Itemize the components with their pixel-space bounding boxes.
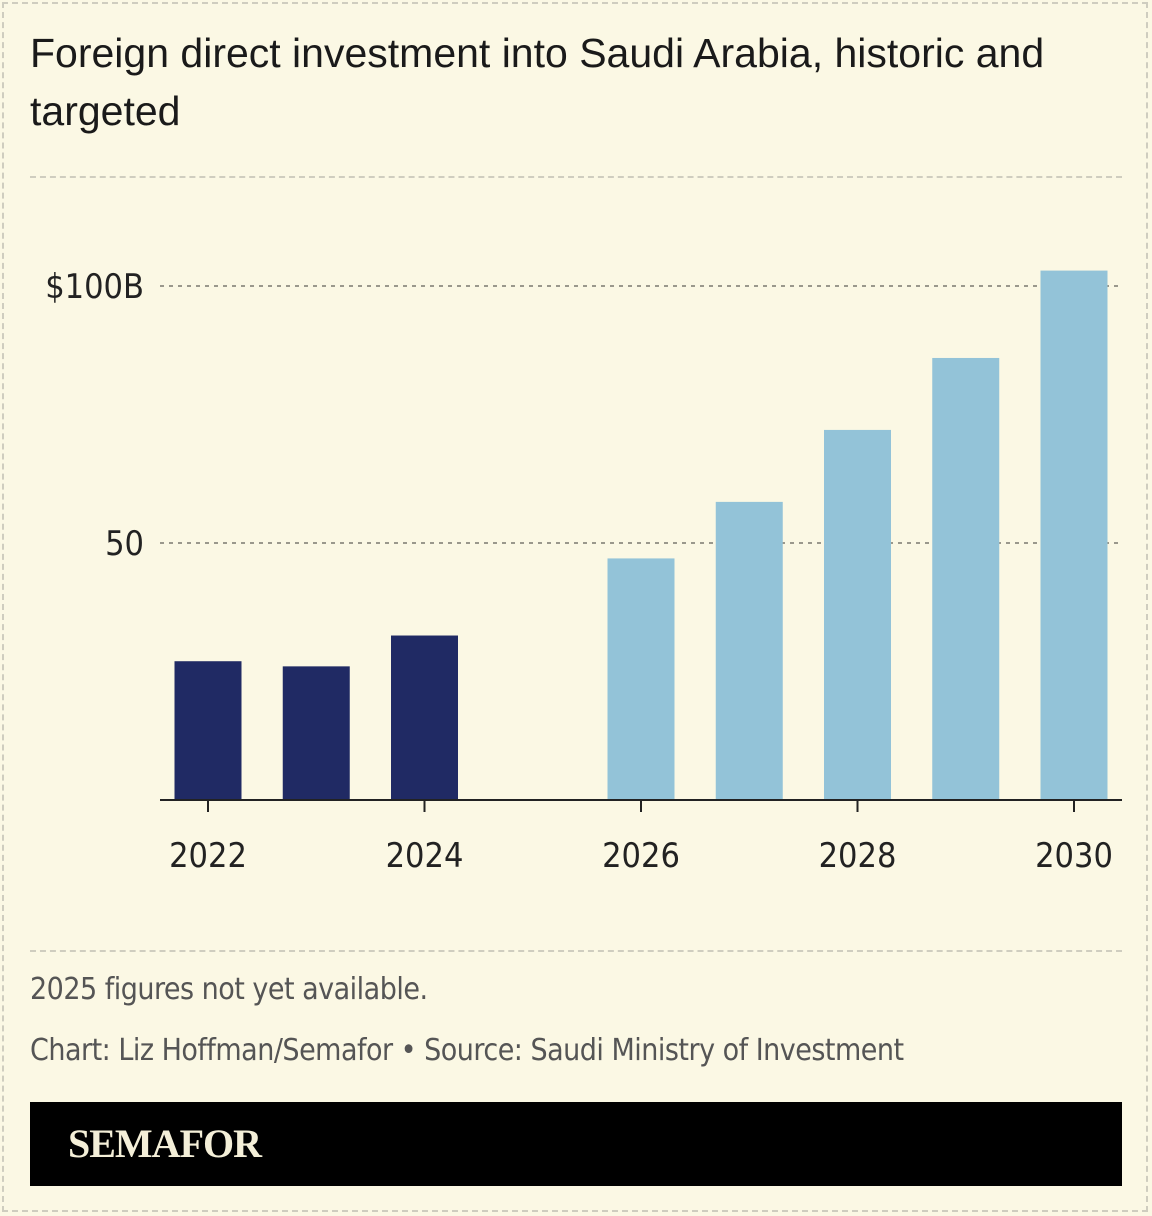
semafor-logo: SEMAFOR [68,1121,262,1166]
bar-2029 [932,357,1000,800]
top-divider [30,176,1122,178]
bottom-divider [30,950,1122,952]
bar-2030 [1040,270,1108,801]
x-tick-label: 2030 [1035,836,1113,876]
credit-line: Chart: Liz Hoffman/Semafor • Source: Sau… [30,1033,904,1068]
bar-2022 [174,661,242,800]
footer-bar: SEMAFOR [30,1102,1122,1186]
bar-2026 [607,558,675,800]
bar-2028 [824,429,891,800]
x-tick-label: 2024 [386,836,464,876]
bar-2024 [391,635,458,800]
y-tick-label: 50 [105,524,144,564]
footnote: 2025 figures not yet available. [30,972,428,1007]
x-tick-label: 2022 [169,836,247,876]
bar-2023 [282,666,350,800]
x-tick-label: 2028 [819,836,897,876]
bar-chart: 50 $100B 2022 2024 2026 2028 2030 [45,267,1122,876]
y-tick-label: $100B [45,267,144,307]
bar-2027 [715,501,783,800]
chart-title: Foreign direct investment into Saudi Ara… [30,30,1045,134]
x-tick-label: 2026 [602,836,680,876]
